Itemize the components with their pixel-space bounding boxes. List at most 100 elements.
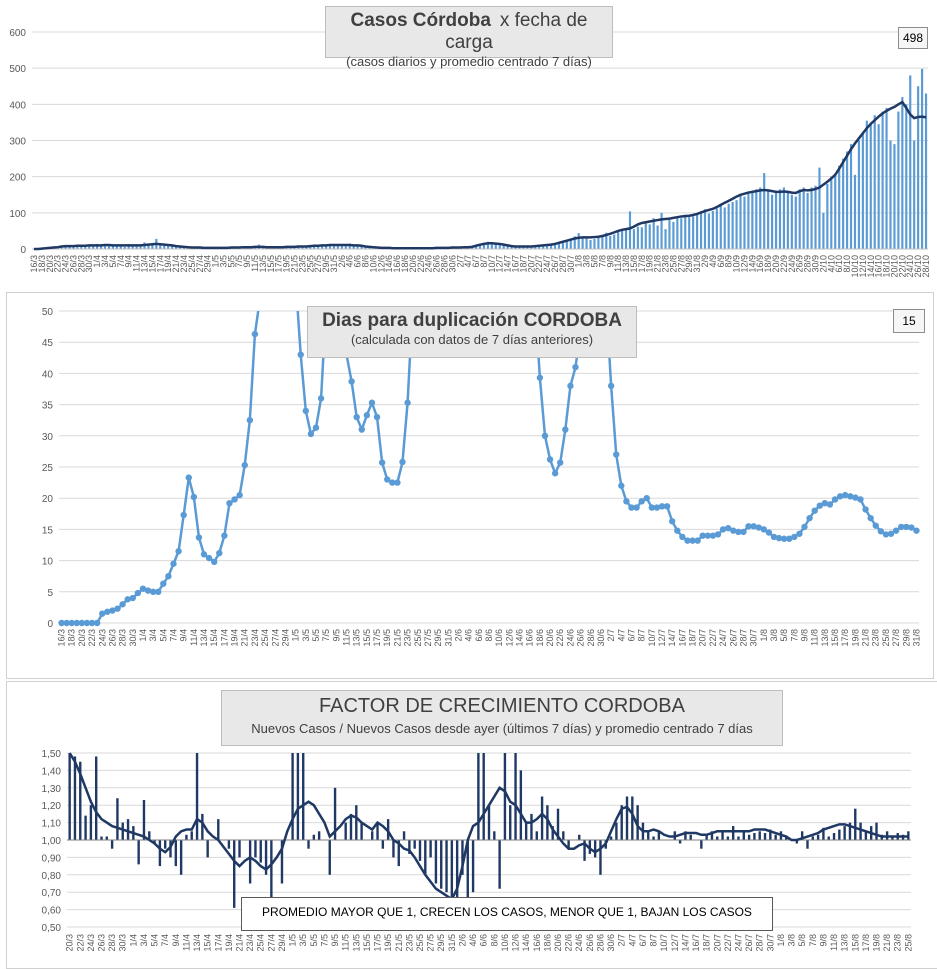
growth-bar bbox=[763, 833, 767, 840]
cases-bar bbox=[107, 244, 111, 249]
growth-bar bbox=[832, 833, 836, 840]
cases-bar bbox=[818, 167, 821, 249]
growth-bar bbox=[636, 805, 639, 840]
growth-bar bbox=[248, 840, 252, 884]
cases-bar bbox=[767, 191, 770, 249]
growth-bar bbox=[519, 770, 523, 840]
growth-bar bbox=[546, 805, 549, 840]
growth-x-tick: 25/5 bbox=[415, 934, 425, 952]
doubling-point bbox=[384, 476, 391, 483]
cases-x-tick: 31/5 bbox=[329, 255, 339, 273]
cases-x-tick: 16/10 bbox=[874, 255, 884, 278]
cases-x-tick: 5/4 bbox=[108, 255, 118, 268]
cases-bar bbox=[261, 247, 264, 249]
doubling-point bbox=[155, 588, 162, 595]
growth-bar bbox=[280, 840, 284, 884]
doubling-x-tick: 7/8 bbox=[789, 629, 799, 642]
doubling-point bbox=[536, 374, 544, 381]
doubling-point bbox=[114, 605, 121, 612]
growth-x-tick: 6/7 bbox=[638, 934, 648, 947]
cases-x-tick: 26/7 bbox=[550, 255, 560, 273]
doubling-point bbox=[760, 526, 767, 533]
growth-bar bbox=[328, 840, 331, 875]
cases-x-tick: 19/5 bbox=[282, 255, 292, 273]
growth-bar bbox=[716, 836, 719, 840]
growth-bar bbox=[567, 840, 570, 849]
doubling-point bbox=[195, 534, 203, 541]
cases-bar bbox=[601, 235, 604, 249]
cases-x-tick: 25/8 bbox=[668, 255, 678, 273]
doubling-x-tick: 14/7 bbox=[667, 629, 677, 647]
doubling-x-tick: 18/3 bbox=[67, 629, 77, 647]
cases-y-tick: 500 bbox=[9, 64, 26, 75]
cases-x-tick: 13/5 bbox=[258, 255, 268, 273]
cases-x-tick: 8/10 bbox=[842, 255, 852, 273]
doubling-x-tick: 2/7 bbox=[606, 629, 616, 642]
doubling-point bbox=[745, 523, 752, 530]
cases-x-tick: 4/10 bbox=[826, 255, 836, 273]
doubling-point bbox=[211, 558, 218, 566]
growth-x-tick: 9/4 bbox=[171, 934, 181, 947]
growth-bar bbox=[376, 822, 379, 840]
cases-bar bbox=[557, 242, 561, 249]
cases-bar bbox=[549, 245, 553, 249]
cases-x-tick: 11/4 bbox=[132, 255, 142, 272]
cases-x-tick: 22/10 bbox=[897, 255, 907, 278]
growth-bar bbox=[190, 831, 193, 840]
doubling-x-tick: 12/6 bbox=[504, 629, 514, 647]
cases-bar bbox=[581, 237, 584, 249]
doubling-x-tick: 29/5 bbox=[433, 629, 443, 647]
doubling-x-tick: 18/7 bbox=[688, 629, 698, 647]
cases-bar bbox=[115, 245, 118, 249]
growth-bar bbox=[859, 822, 862, 840]
cases-bar bbox=[696, 214, 699, 249]
doubling-point bbox=[709, 532, 717, 539]
cases-x-tick: 31/8 bbox=[692, 255, 702, 273]
growth-bar bbox=[142, 799, 146, 840]
growth-x-tick: 15/4 bbox=[203, 934, 213, 952]
doubling-point bbox=[826, 501, 834, 508]
doubling-x-tick: 9/8 bbox=[800, 629, 810, 642]
cases-bar bbox=[151, 244, 154, 249]
cases-bar bbox=[743, 196, 746, 249]
cases-x-tick: 14/10 bbox=[866, 255, 876, 278]
growth-bar bbox=[344, 822, 347, 840]
growth-bar bbox=[493, 831, 496, 840]
growth-y-tick: 1,30 bbox=[42, 784, 62, 795]
cases-bar bbox=[838, 165, 841, 249]
growth-bar bbox=[700, 840, 703, 849]
growth-bar bbox=[397, 840, 400, 867]
cases-x-tick: 18/9 bbox=[763, 255, 773, 273]
cases-bar bbox=[301, 247, 304, 249]
growth-x-tick: 6/6 bbox=[479, 934, 489, 947]
growth-bar bbox=[68, 753, 71, 840]
doubling-point bbox=[877, 528, 885, 535]
doubling-y-tick: 0 bbox=[47, 619, 53, 630]
cases-x-tick: 28/3 bbox=[76, 255, 86, 273]
cases-bar bbox=[99, 246, 103, 249]
cases-bar bbox=[794, 196, 797, 249]
growth-bar bbox=[514, 753, 517, 840]
doubling-x-tick: 28/7 bbox=[738, 629, 748, 647]
cases-bar bbox=[92, 245, 95, 249]
growth-y-tick: 1,50 bbox=[42, 749, 62, 760]
doubling-y-tick: 40 bbox=[42, 369, 54, 380]
doubling-x-tick: 25/5 bbox=[413, 629, 423, 647]
growth-bar bbox=[530, 813, 533, 840]
growth-bar bbox=[450, 840, 454, 910]
doubling-x-tick: 16/6 bbox=[525, 629, 535, 647]
cases-bar bbox=[317, 246, 320, 249]
growth-bar bbox=[233, 840, 236, 908]
growth-x-tick: 17/5 bbox=[373, 934, 383, 952]
doubling-x-tick: 3/5 bbox=[301, 629, 311, 642]
cases-x-tick: 9/4 bbox=[124, 255, 134, 268]
growth-bar bbox=[503, 753, 507, 840]
growth-bar bbox=[652, 836, 655, 840]
growth-bar bbox=[445, 840, 448, 893]
cases-bar bbox=[340, 244, 343, 249]
cases-bar bbox=[494, 243, 497, 249]
doubling-point bbox=[679, 533, 686, 541]
growth-bar bbox=[705, 834, 708, 840]
cases-bar bbox=[514, 247, 517, 249]
doubling-x-tick: 31/8 bbox=[911, 629, 921, 647]
